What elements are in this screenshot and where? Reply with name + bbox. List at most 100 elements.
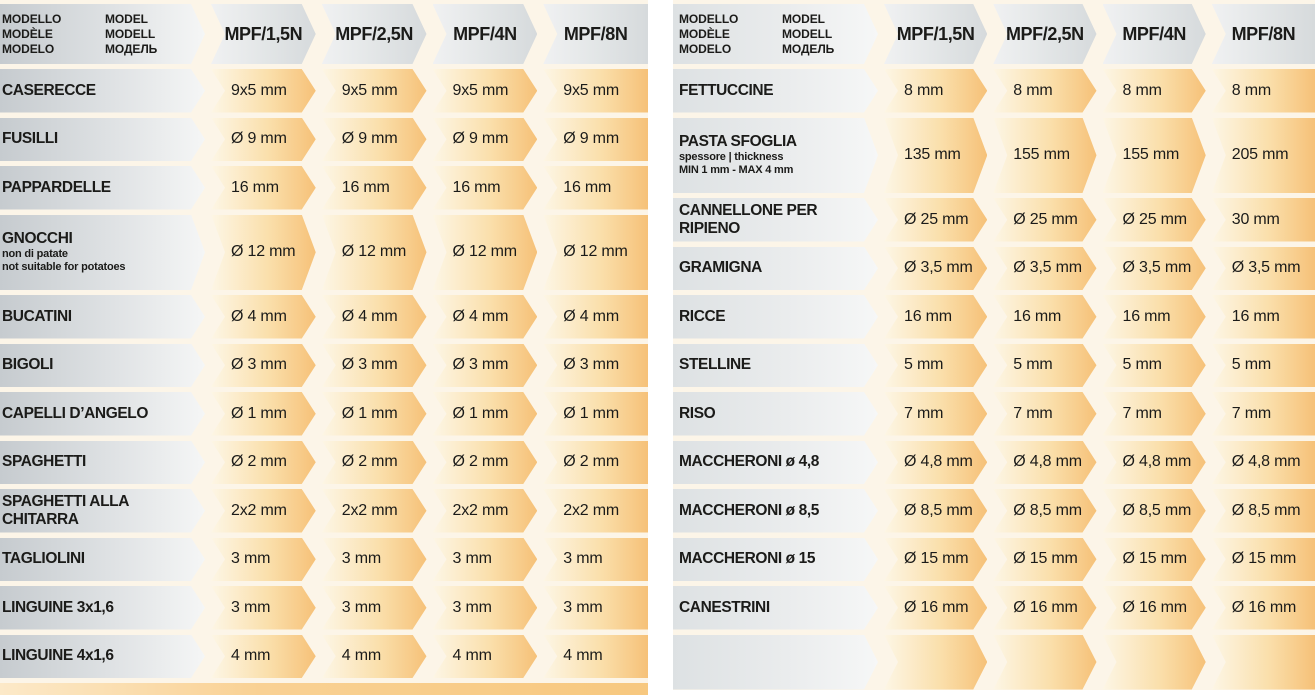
model-header-cell: MPF/4N [1103, 4, 1206, 64]
size-value-cell: 16 mm [543, 166, 648, 210]
size-value-cell: Ø 4 mm [433, 295, 538, 339]
size-value-cell: Ø 12 mm [433, 215, 538, 291]
size-value-cell: 30 mm [1211, 198, 1315, 242]
size-value-cell: 7 mm [993, 392, 1096, 436]
model-word-label: MODÈLE [679, 26, 730, 41]
size-value-cell: Ø 8,5 mm [993, 489, 1096, 533]
model-header-cell: MPF/1,5N [211, 4, 316, 64]
pasta-row: RICCE 16 mm 16 mm 16 mm 16 mm [673, 295, 1315, 339]
pasta-label-cell: LINGUINE 4x1,6 [0, 635, 205, 679]
model-word-label: MODÈLE [2, 26, 53, 41]
size-value-cell: 4 mm [322, 635, 427, 679]
spec-table-left: MODELLO MODÈLE MODELO MODEL MODELL МОДЕЛЬ MPF/… [0, 0, 648, 695]
pasta-row: GNOCCHI non di patate not suitable for pot… [0, 214, 648, 291]
size-value-cell: 3 mm [433, 538, 538, 582]
model-word-label: MODELO [2, 41, 55, 56]
pasta-row: RISO 7 mm 7 mm 7 mm 7 mm [673, 392, 1315, 436]
pasta-name: MACCHERONI ø 4,8 [679, 453, 820, 471]
size-value-cell: Ø 2 mm [543, 440, 648, 484]
pasta-label-cell [673, 635, 878, 690]
size-value-cell: 5 mm [884, 344, 987, 388]
size-value-cell: Ø 3,5 mm [884, 247, 987, 291]
pasta-label-cell: FUSILLI [0, 118, 205, 162]
model-word-label: MODEL [105, 11, 148, 26]
table-bottom-strip [0, 683, 648, 695]
pasta-row: MACCHERONI ø 15 Ø 15 mm Ø 15 mm Ø 15 mm Ø 15… [673, 537, 1315, 582]
size-value-cell: 2x2 mm [322, 489, 427, 533]
pasta-name: RISO [679, 404, 716, 422]
size-value-cell [884, 635, 987, 690]
size-value-cell: Ø 9 mm [322, 118, 427, 162]
pasta-label-cell: PASTA SFOGLIA spessore | thickness MIN 1 m… [673, 118, 878, 194]
size-value-cell: Ø 12 mm [322, 215, 427, 291]
size-value-cell: 3 mm [211, 538, 316, 582]
pasta-name: PASTA SFOGLIA [679, 133, 797, 151]
pasta-name: MACCHERONI ø 15 [679, 550, 816, 568]
size-value-cell: 16 mm [884, 295, 987, 339]
model-word-label: MODELL [782, 26, 833, 41]
pasta-row: CANESTRINI Ø 16 mm Ø 16 mm Ø 16 mm Ø 16 mm [673, 586, 1315, 630]
pasta-row: MACCHERONI ø 8,5 Ø 8,5 mm Ø 8,5 mm Ø 8,5 mm… [673, 489, 1315, 533]
model-header-cell: MPF/1,5N [884, 4, 987, 64]
size-value-cell [1211, 634, 1315, 690]
pasta-label-cell: SPAGHETTI [0, 441, 205, 485]
size-value-cell: 4 mm [211, 635, 316, 679]
pasta-name: RICCE [679, 307, 726, 325]
pasta-row: LINGUINE 4x1,6 4 mm 4 mm 4 mm 4 mm [0, 634, 648, 679]
pasta-label-cell: MACCHERONI ø 15 [673, 538, 878, 582]
pasta-row: SPAGHETTI Ø 2 mm Ø 2 mm Ø 2 mm Ø 2 mm [0, 440, 648, 485]
pasta-label-cell: CANESTRINI [673, 586, 878, 630]
pasta-name: BIGOLI [2, 356, 53, 374]
size-value-cell: 135 mm [884, 118, 987, 194]
size-value-cell: 5 mm [993, 344, 1096, 388]
size-value-cell: Ø 9 mm [543, 117, 648, 161]
size-value-cell: Ø 3,5 mm [1211, 246, 1315, 290]
pasta-label-cell: SPAGHETTI ALLA CHITARRA [0, 489, 205, 533]
size-value-cell: 155 mm [1103, 118, 1206, 194]
model-word-column-1: MODELLO MODÈLE MODELO [2, 12, 105, 57]
size-value-cell: Ø 3,5 mm [1103, 247, 1206, 291]
size-value-cell: Ø 25 mm [1103, 198, 1206, 242]
pasta-label-cell: RICCE [673, 295, 878, 339]
pasta-row: BIGOLI Ø 3 mm Ø 3 mm Ø 3 mm Ø 3 mm [0, 343, 648, 388]
header-language-columns: MODELLO MODÈLE MODELO MODEL MODELL МОДЕЛЬ [2, 12, 205, 57]
model-word-label: MODELLO [679, 11, 739, 26]
pasta-row: SPAGHETTI ALLA CHITARRA 2x2 mm 2x2 mm 2x2 m… [0, 489, 648, 533]
pasta-row: FETTUCCINE 8 mm 8 mm 8 mm 8 mm [673, 69, 1315, 113]
pasta-name: FETTUCCINE [679, 81, 774, 99]
size-value-cell: 16 mm [993, 295, 1096, 339]
model-header-cell: MPF/4N [433, 4, 538, 64]
size-value-cell: 2x2 mm [211, 489, 316, 533]
pasta-name: CANESTRINI [679, 598, 770, 616]
pasta-name: CAPELLI D’ANGELO [2, 404, 149, 422]
pasta-row: BUCATINI Ø 4 mm Ø 4 mm Ø 4 mm Ø 4 mm [0, 295, 648, 339]
size-value-cell: Ø 4 mm [322, 295, 427, 339]
pasta-row: STELLINE 5 mm 5 mm 5 mm 5 mm [673, 343, 1315, 388]
pasta-label-cell: BIGOLI [0, 344, 205, 388]
pasta-row: CASERECCE 9x5 mm 9x5 mm 9x5 mm 9x5 mm [0, 69, 648, 113]
pasta-row: GRAMIGNA Ø 3,5 mm Ø 3,5 mm Ø 3,5 mm Ø 3,5 mm [673, 246, 1315, 291]
pasta-name: MACCHERONI ø 8,5 [679, 501, 820, 519]
size-value-cell: Ø 4,8 mm [993, 441, 1096, 485]
pasta-row: MACCHERONI ø 4,8 Ø 4,8 mm Ø 4,8 mm Ø 4,8 mm… [673, 440, 1315, 485]
size-value-cell: Ø 4,8 mm [884, 441, 987, 485]
model-word-column-2: MODEL MODELL МОДЕЛЬ [782, 12, 834, 57]
model-header-cell: MPF/2,5N [993, 4, 1096, 64]
size-value-cell: 16 mm [1103, 295, 1206, 339]
model-word-label: MODEL [782, 11, 825, 26]
pasta-row: FUSILLI Ø 9 mm Ø 9 mm Ø 9 mm Ø 9 mm [0, 117, 648, 162]
size-value-cell: 7 mm [1211, 392, 1315, 436]
size-value-cell: 9x5 mm [543, 69, 648, 113]
pasta-label-cell: MACCHERONI ø 4,8 [673, 441, 878, 485]
size-value-cell: 3 mm [322, 586, 427, 630]
pasta-name: CANNELLONE PER RIPIENO [679, 201, 818, 237]
model-word-label: МОДЕЛЬ [782, 41, 835, 56]
size-value-cell: 4 mm [543, 634, 648, 678]
size-value-cell: Ø 8,5 mm [1211, 489, 1315, 533]
size-value-cell: 9x5 mm [211, 69, 316, 113]
size-value-cell: Ø 1 mm [211, 392, 316, 436]
pasta-subnote: non di patate [2, 248, 68, 261]
size-value-cell: 5 mm [1211, 343, 1315, 387]
pasta-name: TAGLIOLINI [2, 550, 85, 568]
pasta-label-cell: MACCHERONI ø 8,5 [673, 489, 878, 533]
